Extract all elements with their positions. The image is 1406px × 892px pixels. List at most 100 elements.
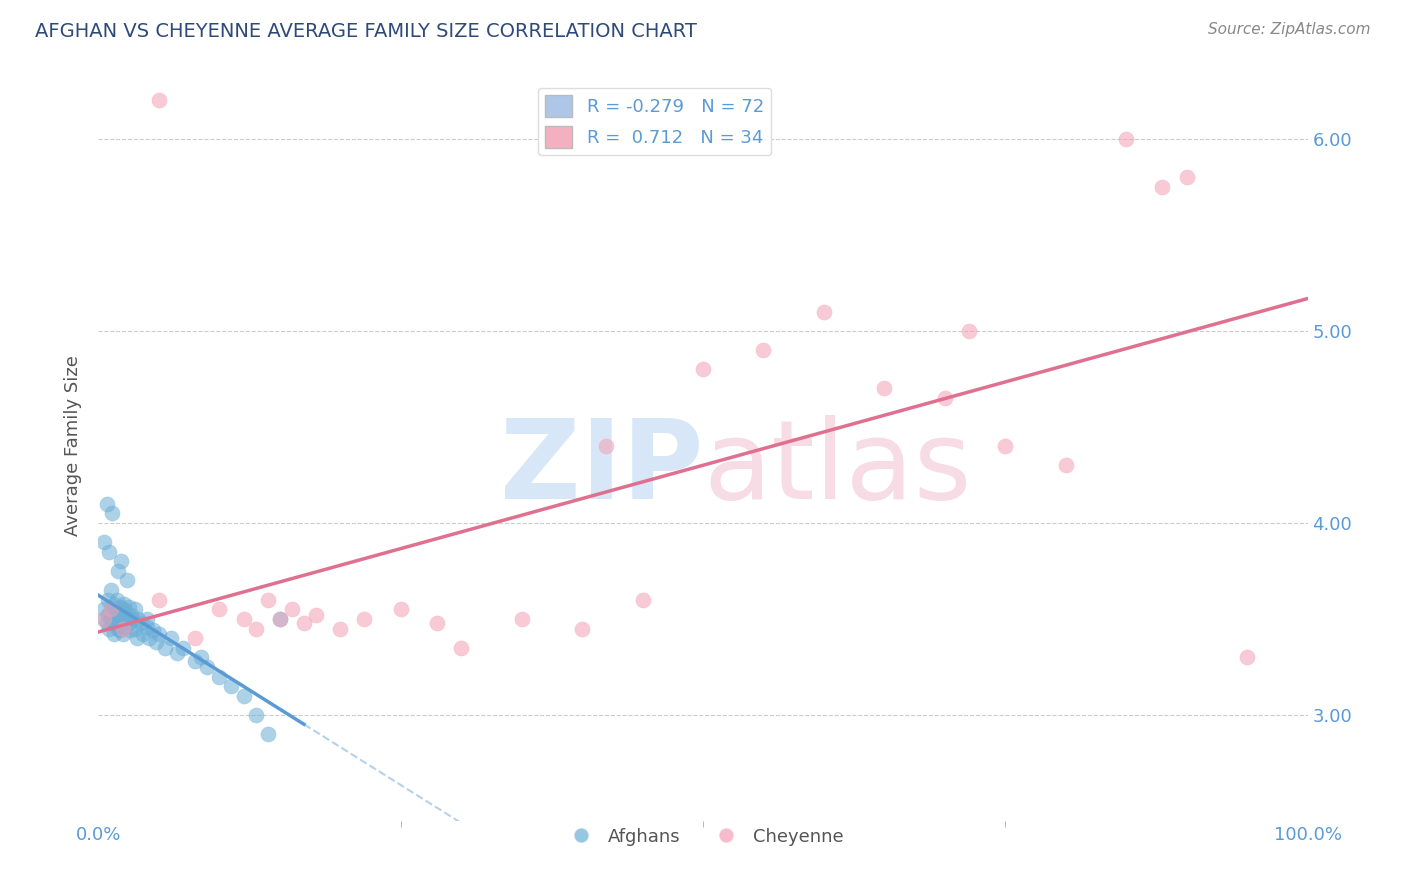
Point — [110, 604, 132, 618]
Point — [108, 600, 131, 615]
Point — [108, 612, 131, 626]
Point — [105, 592, 128, 607]
Point — [190, 650, 212, 665]
Point — [221, 679, 243, 693]
Point — [595, 439, 617, 453]
Point — [1152, 179, 1174, 194]
Point — [101, 615, 124, 630]
Point — [101, 612, 124, 626]
Point — [105, 606, 128, 620]
Point — [118, 624, 141, 638]
Point — [100, 602, 122, 616]
Point — [124, 602, 146, 616]
Point — [153, 640, 176, 655]
Point — [108, 624, 131, 638]
Point — [184, 654, 207, 668]
Point — [93, 612, 115, 626]
Point — [305, 608, 328, 623]
Point — [813, 304, 835, 318]
Point — [108, 608, 131, 623]
Text: Source: ZipAtlas.com: Source: ZipAtlas.com — [1208, 22, 1371, 37]
Point — [97, 592, 120, 607]
Point — [96, 497, 118, 511]
Point — [107, 564, 129, 578]
Point — [510, 612, 533, 626]
Point — [111, 615, 134, 630]
Point — [103, 627, 125, 641]
Point — [127, 612, 149, 626]
Point — [208, 602, 231, 616]
Point — [135, 612, 157, 626]
Point — [121, 612, 143, 626]
Point — [269, 612, 291, 626]
Point — [105, 617, 128, 632]
Point — [98, 544, 121, 558]
Point — [692, 362, 714, 376]
Text: AFGHAN VS CHEYENNE AVERAGE FAMILY SIZE CORRELATION CHART: AFGHAN VS CHEYENNE AVERAGE FAMILY SIZE C… — [35, 22, 697, 41]
Point — [112, 597, 135, 611]
Point — [256, 727, 278, 741]
Point — [281, 602, 304, 616]
Point — [129, 615, 152, 630]
Point — [114, 619, 136, 633]
Point — [145, 635, 167, 649]
Point — [110, 612, 132, 626]
Point — [160, 631, 183, 645]
Y-axis label: Average Family Size: Average Family Size — [65, 356, 83, 536]
Point — [1175, 169, 1198, 184]
Point — [353, 612, 375, 626]
Point — [100, 602, 122, 616]
Point — [100, 612, 122, 626]
Point — [1054, 458, 1077, 473]
Point — [100, 583, 122, 598]
Point — [112, 608, 135, 623]
Point — [148, 592, 170, 607]
Point — [111, 602, 134, 616]
Point — [118, 615, 141, 630]
Point — [752, 343, 775, 357]
Point — [111, 627, 134, 641]
Point — [269, 612, 291, 626]
Point — [93, 535, 115, 549]
Point — [571, 622, 593, 636]
Point — [96, 615, 118, 630]
Point — [873, 381, 896, 395]
Point — [148, 627, 170, 641]
Point — [1115, 131, 1137, 145]
Point — [111, 622, 134, 636]
Point — [450, 640, 472, 655]
Legend: Afghans, Cheyenne: Afghans, Cheyenne — [555, 821, 851, 853]
Point — [107, 602, 129, 616]
Point — [389, 602, 412, 616]
Point — [135, 619, 157, 633]
Point — [256, 592, 278, 607]
Point — [631, 592, 654, 607]
Point — [118, 600, 141, 615]
Point — [208, 669, 231, 683]
Point — [117, 574, 139, 588]
Point — [110, 554, 132, 568]
Point — [100, 506, 122, 520]
Point — [103, 597, 125, 611]
Point — [115, 612, 138, 626]
Point — [93, 602, 115, 616]
Point — [232, 612, 254, 626]
Point — [1236, 650, 1258, 665]
Point — [329, 622, 352, 636]
Point — [93, 612, 115, 626]
Point — [148, 93, 170, 107]
Point — [108, 615, 131, 630]
Point — [97, 608, 120, 623]
Point — [127, 631, 149, 645]
Point — [957, 324, 980, 338]
Point — [138, 631, 160, 645]
Point — [195, 660, 218, 674]
Point — [184, 631, 207, 645]
Point — [142, 624, 165, 638]
Point — [232, 689, 254, 703]
Point — [98, 622, 121, 636]
Point — [132, 627, 155, 641]
Point — [114, 604, 136, 618]
Point — [245, 708, 267, 723]
Point — [166, 647, 188, 661]
